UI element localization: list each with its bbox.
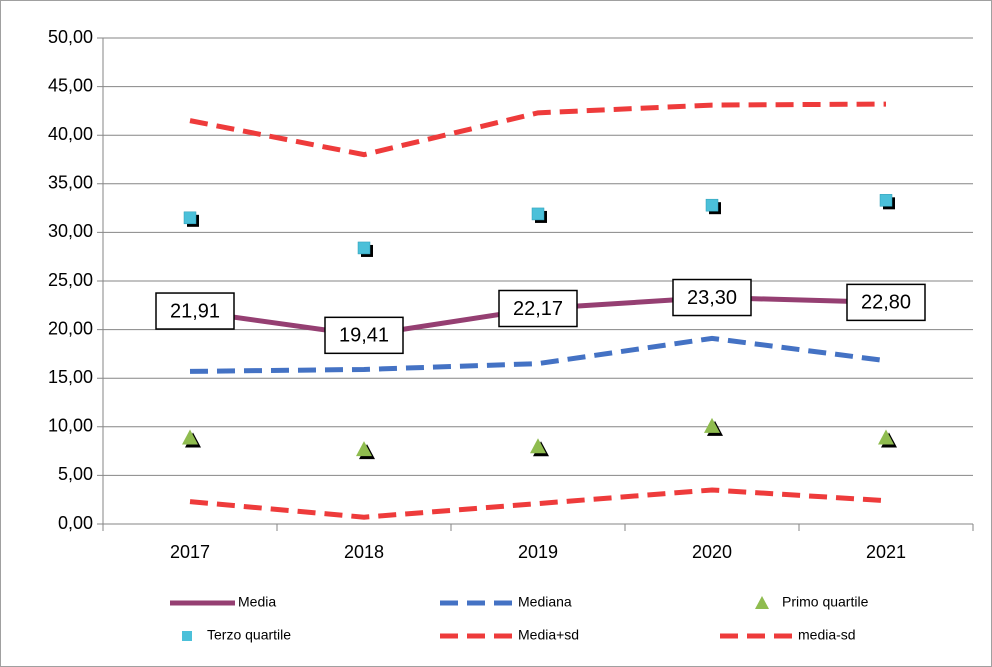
marker [530,438,546,454]
data-label: 22,80 [861,292,911,314]
data-label: 22,17 [513,298,563,320]
marker [879,194,893,207]
marker [531,207,545,221]
data-label: 21,91 [170,300,220,322]
data-label-box [155,292,235,330]
y-tick-label: 25,00 [48,270,93,290]
x-tick-label: 2019 [518,542,558,562]
data-label: 23,30 [687,287,737,309]
marker [357,241,371,255]
legend-label: Primo quartile [782,594,869,610]
y-tick-label: 45,00 [48,75,93,95]
y-tick-label: 30,00 [48,221,93,241]
legend-swatch [182,631,192,641]
x-tick-label: 2017 [170,542,210,562]
marker [704,417,720,433]
marker [183,211,197,225]
legend-label: Media [238,594,276,610]
marker [182,429,198,445]
x-tick-label: 2021 [866,542,906,562]
y-tick-label: 35,00 [48,173,93,193]
series-line [189,487,887,520]
marker [878,429,894,445]
marker [356,441,372,457]
data-label-box [846,283,926,322]
legend-swatch [755,596,769,609]
y-tick-label: 10,00 [48,416,93,436]
data-label: 19,41 [339,325,389,347]
data-label-box [498,289,578,328]
y-tick-label: 5,00 [58,464,93,484]
series-line [189,101,887,158]
y-tick-label: 15,00 [48,367,93,387]
legend-label: Mediana [518,594,572,610]
y-tick-label: 0,00 [58,513,93,533]
legend-label: Terzo quartile [207,627,291,643]
y-tick-label: 50,00 [48,27,93,47]
legend-label: Media+sd [518,627,579,643]
x-tick-label: 2020 [692,542,732,562]
data-label-box [324,316,404,355]
marker [705,198,719,212]
y-tick-label: 20,00 [48,318,93,338]
y-tick-label: 40,00 [48,124,93,144]
legend-label: media-sd [798,627,856,643]
series-line [189,335,887,374]
data-label-box [672,278,752,317]
x-tick-label: 2018 [344,542,384,562]
